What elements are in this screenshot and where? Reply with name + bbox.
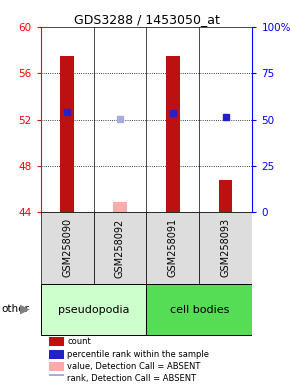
Bar xyxy=(113,202,127,212)
Title: GDS3288 / 1453050_at: GDS3288 / 1453050_at xyxy=(73,13,220,26)
Text: other: other xyxy=(1,304,29,314)
Bar xyxy=(48,338,64,346)
Text: count: count xyxy=(67,337,91,346)
Text: pseudopodia: pseudopodia xyxy=(58,305,129,314)
Bar xyxy=(41,284,146,334)
Bar xyxy=(60,56,74,212)
Bar xyxy=(41,212,93,284)
Bar xyxy=(200,212,252,284)
Text: GSM258093: GSM258093 xyxy=(221,218,231,278)
Text: GSM258092: GSM258092 xyxy=(115,218,125,278)
Text: GSM258090: GSM258090 xyxy=(62,218,72,278)
Text: cell bodies: cell bodies xyxy=(170,305,229,314)
Bar xyxy=(48,350,64,359)
Bar xyxy=(166,56,180,212)
Text: value, Detection Call = ABSENT: value, Detection Call = ABSENT xyxy=(67,362,200,371)
Bar xyxy=(93,212,146,284)
Bar xyxy=(48,362,64,371)
Text: ▶: ▶ xyxy=(20,303,29,316)
Bar xyxy=(146,212,200,284)
Bar xyxy=(48,374,64,383)
Text: percentile rank within the sample: percentile rank within the sample xyxy=(67,350,209,359)
Bar xyxy=(219,180,233,212)
Text: rank, Detection Call = ABSENT: rank, Detection Call = ABSENT xyxy=(67,374,196,383)
Text: GSM258091: GSM258091 xyxy=(168,218,178,278)
Bar xyxy=(146,284,252,334)
